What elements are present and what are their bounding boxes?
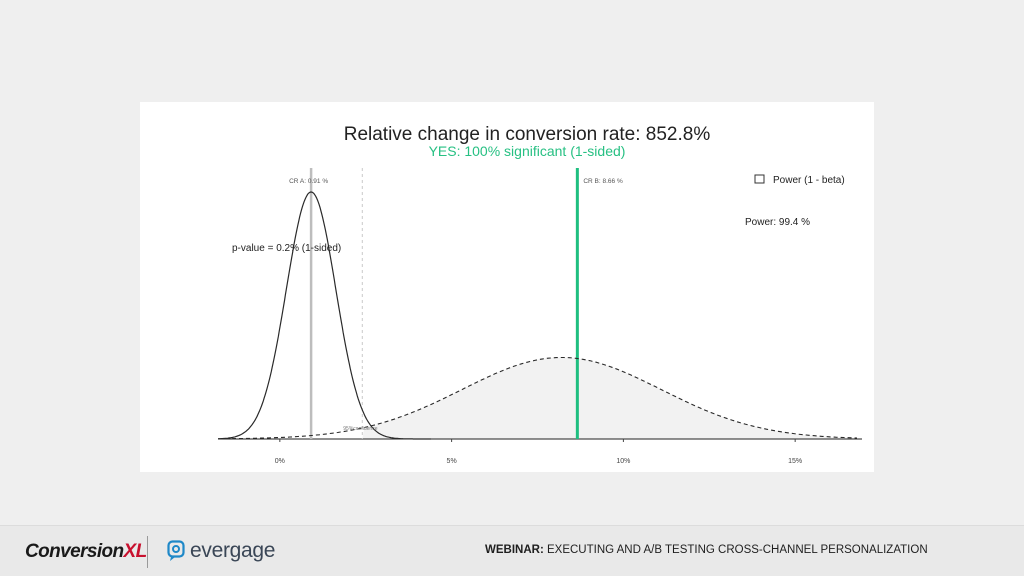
cr-a-curve — [218, 191, 431, 440]
evergage-logo: evergage — [167, 538, 275, 564]
chart-marks: CR A: 0.91 % 95%confidence CR B: 8.66 % 0% 5… — [218, 168, 862, 465]
footer-divider — [147, 536, 148, 568]
chart-title: Relative change in conversion rate: 852.… — [344, 124, 711, 145]
legend-swatch — [754, 174, 765, 184]
cr-a-label: CR A: 0.91 % — [289, 178, 328, 185]
power-area — [362, 357, 857, 439]
logo-text: Conversion — [25, 541, 124, 562]
confidence-label: 95%confidence — [343, 426, 377, 432]
evergage-mark-icon — [167, 540, 185, 561]
webinar-label: WEBINAR: — [485, 544, 544, 556]
x-tick-label: 5% — [447, 458, 457, 465]
logo-suffix: XL — [123, 541, 148, 562]
x-tick-label: 10% — [616, 458, 630, 465]
evergage-wordmark: evergage — [190, 539, 276, 562]
power-annotation: Power: 99.4 % — [745, 217, 810, 228]
legend: Power (1 - beta) — [754, 174, 845, 186]
legend-entry: Power (1 - beta) — [773, 175, 845, 186]
x-tick-label: 15% — [788, 458, 802, 465]
footer-bar: ConversionXL evergage WEBINAR: EXECUTING… — [0, 525, 1024, 576]
cr-b-curve — [218, 356, 858, 440]
chart-subtitle: YES: 100% significant (1-sided) — [429, 143, 626, 159]
conversionxl-logo: ConversionXL — [25, 541, 147, 563]
x-tick-label: 0% — [275, 458, 285, 465]
p-value-annotation: p-value = 0.2% (1-sided) — [232, 243, 341, 254]
webinar-title: EXECUTING AND A/B TESTING CROSS-CHANNEL … — [546, 544, 928, 556]
webinar-caption: WEBINAR: EXECUTING AND A/B TESTING CROSS… — [485, 544, 928, 556]
cr-b-label: CR B: 8.66 % — [583, 178, 623, 185]
